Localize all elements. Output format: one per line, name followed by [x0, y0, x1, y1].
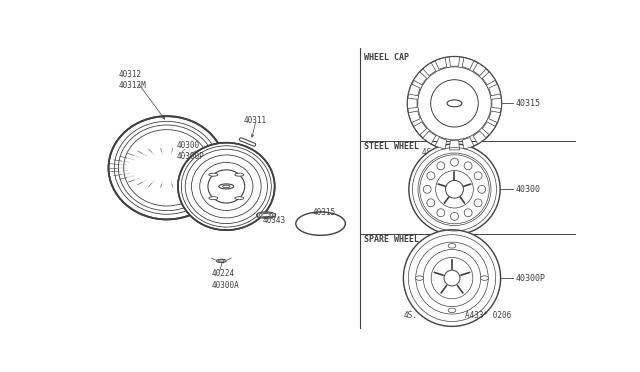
Polygon shape — [449, 141, 460, 150]
Polygon shape — [483, 72, 495, 85]
Ellipse shape — [474, 199, 482, 207]
Polygon shape — [408, 98, 417, 109]
Polygon shape — [449, 57, 460, 66]
Text: WHEEL CAP: WHEEL CAP — [364, 53, 409, 62]
Ellipse shape — [427, 199, 435, 207]
Ellipse shape — [423, 250, 481, 307]
Ellipse shape — [257, 212, 275, 218]
Polygon shape — [423, 131, 436, 144]
Polygon shape — [435, 58, 447, 69]
Text: 40224
40300A: 40224 40300A — [211, 269, 239, 289]
Ellipse shape — [235, 173, 244, 176]
Text: SPARE WHEEL: SPARE WHEEL — [364, 235, 419, 244]
Ellipse shape — [431, 80, 478, 127]
Text: A433* 0206: A433* 0206 — [465, 311, 511, 320]
Ellipse shape — [403, 230, 500, 326]
Text: 40300
40300P: 40300 40300P — [177, 141, 204, 161]
Ellipse shape — [481, 276, 488, 280]
Ellipse shape — [474, 172, 482, 180]
Ellipse shape — [423, 185, 431, 193]
Text: 40315: 40315 — [312, 208, 335, 217]
Text: 40300: 40300 — [515, 185, 541, 194]
Text: 40300P: 40300P — [515, 273, 545, 283]
Ellipse shape — [209, 197, 218, 200]
Text: 40343: 40343 — [262, 216, 285, 225]
Polygon shape — [489, 84, 500, 96]
Ellipse shape — [445, 180, 463, 198]
Polygon shape — [473, 63, 486, 76]
Polygon shape — [423, 63, 436, 76]
Ellipse shape — [420, 155, 489, 224]
Ellipse shape — [448, 244, 456, 248]
Text: 4S. (XE+GXE): 4S. (XE+GXE) — [422, 148, 477, 157]
Polygon shape — [462, 138, 474, 149]
Polygon shape — [492, 98, 501, 109]
Ellipse shape — [444, 270, 460, 286]
Polygon shape — [413, 72, 427, 85]
Polygon shape — [483, 122, 495, 135]
Ellipse shape — [216, 259, 227, 263]
Text: 40311: 40311 — [244, 116, 267, 125]
Ellipse shape — [437, 162, 445, 170]
Polygon shape — [473, 131, 486, 144]
Ellipse shape — [451, 212, 458, 220]
Ellipse shape — [448, 308, 456, 312]
Ellipse shape — [208, 170, 244, 203]
Ellipse shape — [464, 162, 472, 170]
Ellipse shape — [427, 172, 435, 180]
Ellipse shape — [235, 197, 244, 200]
Ellipse shape — [437, 209, 445, 217]
Ellipse shape — [178, 143, 275, 230]
Text: 40312
40312M: 40312 40312M — [118, 70, 146, 90]
Ellipse shape — [109, 116, 225, 219]
Polygon shape — [489, 111, 500, 123]
Ellipse shape — [209, 173, 218, 176]
Text: STEEL WHEEL: STEEL WHEEL — [364, 142, 419, 151]
Polygon shape — [408, 84, 420, 96]
Ellipse shape — [296, 212, 346, 235]
Polygon shape — [413, 122, 427, 135]
Ellipse shape — [478, 185, 486, 193]
Polygon shape — [435, 138, 447, 149]
Polygon shape — [462, 58, 474, 69]
Text: 4S.: 4S. — [404, 311, 418, 320]
Ellipse shape — [409, 144, 500, 235]
Ellipse shape — [415, 276, 424, 280]
Ellipse shape — [464, 209, 472, 217]
Polygon shape — [408, 111, 420, 123]
Ellipse shape — [451, 158, 458, 166]
Ellipse shape — [219, 184, 234, 189]
Text: 40315: 40315 — [515, 99, 541, 108]
